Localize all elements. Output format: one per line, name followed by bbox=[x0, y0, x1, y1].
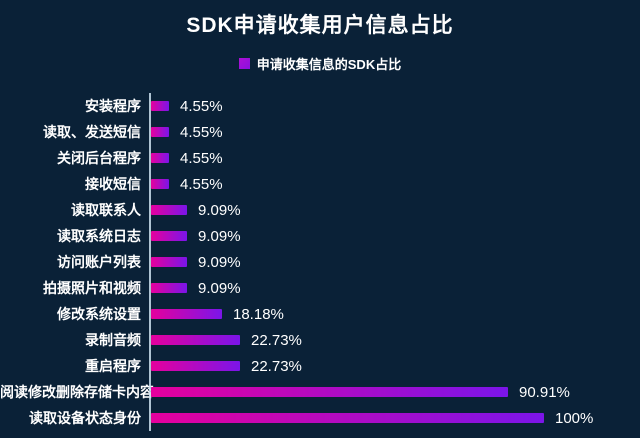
bar-row: 访问账户列表 9.09% bbox=[0, 249, 640, 275]
bar-track: 4.55% bbox=[151, 150, 640, 167]
axis-line bbox=[149, 197, 151, 223]
bar bbox=[151, 205, 187, 215]
value-label: 22.73% bbox=[251, 357, 302, 375]
category-label: 拍摄照片和视频 bbox=[43, 280, 141, 296]
value-label: 9.09% bbox=[198, 201, 241, 219]
bar-track: 90.91% bbox=[151, 384, 640, 401]
category-label: 接收短信 bbox=[85, 176, 141, 192]
bar-row: 读取设备状态身份 100% bbox=[0, 405, 640, 431]
bar bbox=[151, 153, 169, 163]
bar-track: 22.73% bbox=[151, 358, 640, 375]
bar-row: 录制音频 22.73% bbox=[0, 327, 640, 353]
bar-row: 拍摄照片和视频 9.09% bbox=[0, 275, 640, 301]
bar bbox=[151, 127, 169, 137]
bar bbox=[151, 413, 544, 423]
axis-line bbox=[149, 93, 151, 119]
axis-line bbox=[149, 223, 151, 249]
bar bbox=[151, 309, 222, 319]
category-label: 录制音频 bbox=[85, 332, 141, 348]
plot-area: 安装程序 4.55% 读取、发送短信 4.55% 关闭后台程序 4.55% 接收… bbox=[0, 93, 640, 431]
value-label: 100% bbox=[555, 409, 594, 427]
legend-label: 申请收集信息的SDK占比 bbox=[256, 57, 402, 72]
bar-track: 100% bbox=[151, 410, 640, 427]
category-label: 读取系统日志 bbox=[57, 228, 141, 244]
category-label: 读取设备状态身份 bbox=[29, 410, 141, 426]
category-label: 访问账户列表 bbox=[57, 254, 141, 270]
value-label: 9.09% bbox=[198, 279, 241, 297]
bar-track: 4.55% bbox=[151, 124, 640, 141]
category-label: 读取联系人 bbox=[71, 202, 141, 218]
bar-track: 18.18% bbox=[151, 306, 640, 323]
bar-row: 关闭后台程序 4.55% bbox=[0, 145, 640, 171]
bar bbox=[151, 361, 240, 371]
bar bbox=[151, 283, 187, 293]
bar bbox=[151, 387, 508, 397]
axis-line bbox=[149, 301, 151, 327]
axis-line bbox=[149, 145, 151, 171]
bar-row: 修改系统设置 18.18% bbox=[0, 301, 640, 327]
bar-row: 读取、发送短信 4.55% bbox=[0, 119, 640, 145]
category-label: 重启程序 bbox=[85, 358, 141, 374]
category-label: 读取、发送短信 bbox=[43, 124, 141, 140]
category-label: 修改系统设置 bbox=[57, 306, 141, 322]
bar-track: 9.09% bbox=[151, 254, 640, 271]
bar-row: 接收短信 4.55% bbox=[0, 171, 640, 197]
chart-title: SDK申请收集用户信息占比 bbox=[186, 14, 454, 37]
axis-line bbox=[149, 353, 151, 379]
category-label: 阅读修改删除存储卡内容 bbox=[0, 384, 154, 400]
bar-track: 9.09% bbox=[151, 228, 640, 245]
value-label: 18.18% bbox=[233, 305, 284, 323]
axis-line bbox=[149, 327, 151, 353]
value-label: 9.09% bbox=[198, 253, 241, 271]
value-label: 90.91% bbox=[519, 383, 570, 401]
bar bbox=[151, 335, 240, 345]
category-label: 安装程序 bbox=[85, 98, 141, 114]
category-label: 关闭后台程序 bbox=[57, 150, 141, 166]
bar-row: 阅读修改删除存储卡内容 90.91% bbox=[0, 379, 640, 405]
bar bbox=[151, 257, 187, 267]
value-label: 4.55% bbox=[180, 149, 223, 167]
value-label: 9.09% bbox=[198, 227, 241, 245]
axis-line bbox=[149, 171, 151, 197]
bar bbox=[151, 101, 169, 111]
bar bbox=[151, 231, 187, 241]
bar-track: 4.55% bbox=[151, 98, 640, 115]
bar-row: 安装程序 4.55% bbox=[0, 93, 640, 119]
value-label: 22.73% bbox=[251, 331, 302, 349]
axis-line bbox=[149, 275, 151, 301]
axis-line bbox=[149, 249, 151, 275]
axis-line bbox=[149, 119, 151, 145]
bar-track: 22.73% bbox=[151, 332, 640, 349]
legend-swatch-icon bbox=[238, 58, 250, 69]
value-label: 4.55% bbox=[180, 97, 223, 115]
axis-line bbox=[149, 405, 151, 431]
value-label: 4.55% bbox=[180, 123, 223, 141]
bar-row: 读取系统日志 9.09% bbox=[0, 223, 640, 249]
axis-line bbox=[149, 379, 151, 405]
bar-track: 9.09% bbox=[151, 202, 640, 219]
bar-track: 9.09% bbox=[151, 280, 640, 297]
bar-row: 读取联系人 9.09% bbox=[0, 197, 640, 223]
bar-track: 4.55% bbox=[151, 176, 640, 193]
bar bbox=[151, 179, 169, 189]
value-label: 4.55% bbox=[180, 175, 223, 193]
legend: 申请收集信息的SDK占比 bbox=[0, 54, 640, 73]
bar-row: 重启程序 22.73% bbox=[0, 353, 640, 379]
